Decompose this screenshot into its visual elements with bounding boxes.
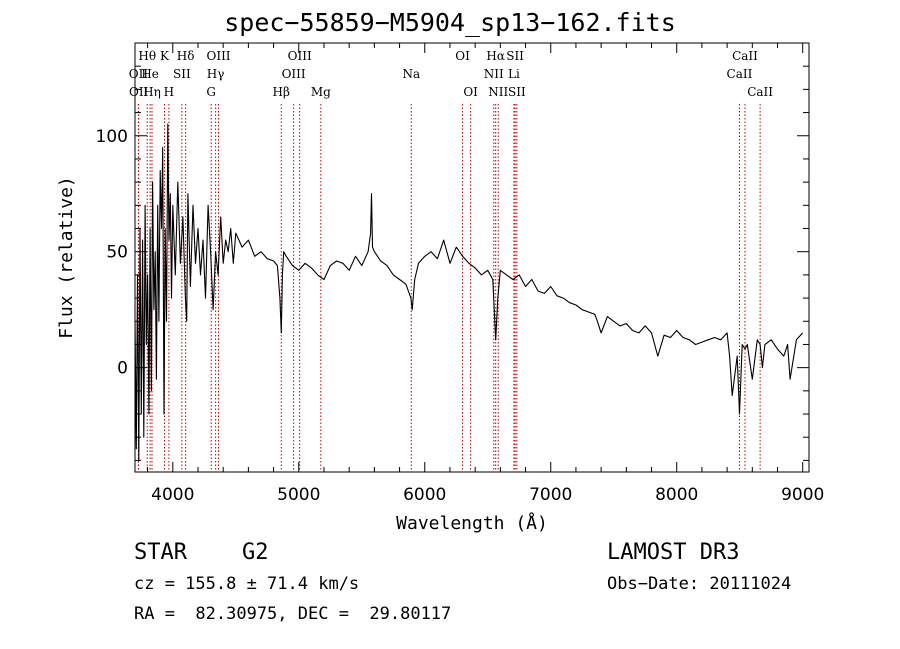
- marker-label: SII: [508, 85, 526, 99]
- chart-title: spec−55859−M5904_sp13−162.fits: [224, 8, 676, 37]
- spectrum-series: [134, 123, 804, 461]
- spectrum-line: [134, 123, 804, 461]
- marker-label: G: [206, 85, 216, 99]
- marker-label: Hδ: [177, 49, 195, 63]
- marker-label: SII: [506, 49, 524, 63]
- marker-label: OIII: [282, 67, 306, 81]
- survey-name: LAMOST DR3: [607, 540, 740, 565]
- marker-label: Hα: [486, 49, 505, 63]
- y-tick-label: 0: [117, 359, 128, 379]
- marker-label: OIII: [288, 49, 312, 63]
- marker-label: OI: [463, 85, 478, 99]
- marker-label: Hη: [143, 85, 161, 99]
- observation-date: Obs−Date: 20111024: [607, 574, 792, 594]
- marker-label: Hγ: [207, 67, 225, 81]
- marker-label: Li: [508, 67, 520, 81]
- marker-label: NII: [484, 67, 504, 81]
- marker-label: OII: [129, 67, 149, 81]
- marker-label: Hβ: [273, 85, 290, 99]
- plot-frame: [134, 42, 810, 473]
- y-tick-label: 100: [96, 127, 128, 147]
- x-tick-label: 9000: [781, 485, 824, 505]
- marker-label: He: [141, 67, 159, 81]
- y-axis-label: Flux (relative): [56, 176, 77, 339]
- x-tick-label: 8000: [655, 485, 698, 505]
- x-tick-label: 7000: [529, 485, 572, 505]
- object-class: STAR: [134, 540, 187, 565]
- x-tick-label: 6000: [403, 485, 446, 505]
- marker-label: NII: [488, 85, 508, 99]
- marker-label: Na: [402, 67, 420, 81]
- marker-label: Hθ: [138, 49, 156, 63]
- x-axis-label: Wavelength (Å): [396, 512, 548, 534]
- x-tick-label: 5000: [277, 485, 320, 505]
- marker-label: SII: [173, 67, 191, 81]
- marker-label: CaII: [732, 49, 758, 63]
- chart-labels: Wavelength (Å) Flux (relative): [56, 176, 548, 534]
- marker-label: CaII: [747, 85, 773, 99]
- redshift-cz: cz = 155.8 ± 71.4 km/s: [134, 574, 360, 594]
- y-tick-label: 50: [106, 243, 128, 263]
- marker-label: CaII: [727, 67, 753, 81]
- marker-label: OIII: [206, 49, 230, 63]
- marker-label: H: [164, 85, 174, 99]
- marker-label: Mg: [311, 85, 331, 99]
- x-tick-label: 4000: [151, 485, 194, 505]
- marker-label: OI: [455, 49, 470, 63]
- marker-label: OII: [129, 85, 149, 99]
- marker-label: K: [160, 49, 170, 63]
- chart-axes: 4000 5000 6000 7000 8000 9000 0 50 100: [96, 42, 824, 505]
- object-subclass: G2: [242, 540, 269, 565]
- coordinates: RA = 82.30975, DEC = 29.80117: [134, 604, 452, 624]
